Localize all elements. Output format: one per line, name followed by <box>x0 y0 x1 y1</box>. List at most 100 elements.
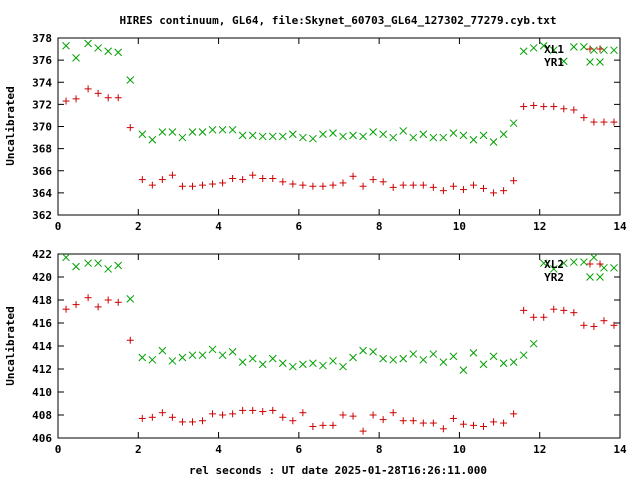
data-point-yr1 <box>389 133 398 142</box>
data-point-xl1 <box>510 177 518 185</box>
data-point-xl1 <box>580 114 588 122</box>
data-point-yr2 <box>539 259 548 268</box>
legend-marker-yr2 <box>586 273 594 281</box>
data-point-xl2 <box>319 421 327 429</box>
data-point-xl1 <box>389 183 397 191</box>
data-point-xl2 <box>209 410 217 418</box>
data-point-yr2 <box>369 347 377 356</box>
top-xtick-label: 4 <box>215 220 222 233</box>
data-point-yr1 <box>138 130 147 139</box>
data-point-yr1 <box>459 131 468 140</box>
data-point-yr1 <box>319 130 327 139</box>
data-point-yr2 <box>610 263 618 272</box>
data-point-yr1 <box>469 135 478 144</box>
top-xtick-label: 10 <box>453 220 466 233</box>
data-point-xl1 <box>319 182 327 190</box>
legend-marker-yr1 <box>586 58 594 66</box>
bottom-xtick-label: 10 <box>453 443 466 456</box>
data-point-xl1 <box>299 181 307 189</box>
data-point-xl1 <box>279 178 287 186</box>
data-point-yr2 <box>499 359 508 368</box>
data-point-yr1 <box>309 134 317 143</box>
data-point-yr1 <box>72 54 80 62</box>
data-point-yr1 <box>238 131 247 140</box>
bottom-xtick-label: 6 <box>296 443 303 456</box>
data-point-xl2 <box>279 413 287 421</box>
data-point-xl2 <box>229 410 237 418</box>
data-point-yr2 <box>339 362 347 371</box>
data-point-yr2 <box>389 355 398 364</box>
top-xtick-label: 14 <box>613 220 627 233</box>
data-point-yr1 <box>148 135 157 144</box>
data-point-yr2 <box>248 354 257 363</box>
data-point-xl2 <box>449 414 457 422</box>
data-point-xl1 <box>219 179 227 187</box>
top-ytick-label: 378 <box>32 32 52 45</box>
data-point-yr2 <box>469 349 478 357</box>
bottom-axis-ticks: 406 408 410 412 414 416 418 420 422 0 2 4 6 8 10 12 14 <box>32 248 627 456</box>
data-point-xl2 <box>114 298 122 306</box>
data-point-xl1 <box>610 118 618 126</box>
data-point-yr1 <box>329 129 337 137</box>
data-point-xl1 <box>520 103 528 111</box>
data-point-yr1 <box>208 125 217 134</box>
data-point-yr1 <box>509 119 518 128</box>
data-point-xl2 <box>570 309 578 317</box>
data-point-yr2 <box>349 353 357 362</box>
data-point-yr2 <box>268 354 277 363</box>
top-ytick-label: 366 <box>32 165 52 178</box>
data-point-yr1 <box>409 133 418 142</box>
legend-label-yr2: YR2 <box>544 271 564 284</box>
data-point-yr2 <box>580 258 588 266</box>
data-point-xl2 <box>439 425 447 433</box>
data-point-xl2 <box>309 423 317 430</box>
data-point-yr2 <box>62 253 70 262</box>
data-point-xl2 <box>349 412 357 420</box>
data-point-yr2 <box>72 262 80 271</box>
top-xtick-label: 2 <box>135 220 142 233</box>
data-point-xl1 <box>560 105 568 113</box>
data-point-xl2 <box>520 306 528 314</box>
data-point-xl2 <box>610 321 618 329</box>
data-point-yr2 <box>429 350 438 358</box>
top-ytick-label: 362 <box>32 209 52 222</box>
data-point-yr2 <box>559 259 568 268</box>
data-point-yr2 <box>569 258 578 266</box>
data-point-xl1 <box>469 181 477 189</box>
data-point-xl1 <box>168 171 176 179</box>
data-point-yr1 <box>339 132 347 141</box>
data-point-yr2 <box>138 353 147 362</box>
data-point-xl1 <box>359 182 367 190</box>
data-point-xl2 <box>379 416 387 424</box>
data-point-xl2 <box>249 406 257 414</box>
data-point-yr1 <box>559 57 568 66</box>
data-point-yr2 <box>218 351 227 360</box>
data-point-yr2 <box>529 339 538 348</box>
data-point-xl2 <box>369 411 377 419</box>
top-ytick-label: 374 <box>32 76 52 89</box>
legend-marker-yr2 <box>596 273 604 281</box>
data-point-yr2 <box>288 362 297 371</box>
top-legend: XL1 YR1 <box>544 43 604 69</box>
data-point-xl1 <box>104 94 112 102</box>
bottom-data-marks <box>62 253 618 435</box>
top-xtick-label: 12 <box>533 220 546 233</box>
data-point-xl2 <box>490 418 498 426</box>
top-ytick-label: 370 <box>32 121 52 134</box>
data-point-yr1 <box>399 127 408 135</box>
data-point-yr1 <box>299 133 307 142</box>
data-point-xl2 <box>104 296 112 304</box>
bottom-y-axis-label: Uncalibrated <box>4 306 17 385</box>
data-point-xl1 <box>188 182 196 190</box>
data-point-yr1 <box>489 138 498 146</box>
data-point-xl1 <box>249 171 257 179</box>
data-point-yr2 <box>449 352 458 361</box>
top-data-marks <box>62 39 618 197</box>
data-point-yr1 <box>569 42 578 51</box>
data-point-xl1 <box>550 103 558 111</box>
data-point-xl2 <box>469 421 477 429</box>
data-point-yr1 <box>198 128 207 136</box>
top-axis-ticks: 362 364 366 368 370 372 374 376 378 0 2 4 6 8 10 12 14 <box>32 32 627 233</box>
data-point-yr2 <box>114 261 123 270</box>
bottom-xtick-label: 8 <box>376 443 383 456</box>
